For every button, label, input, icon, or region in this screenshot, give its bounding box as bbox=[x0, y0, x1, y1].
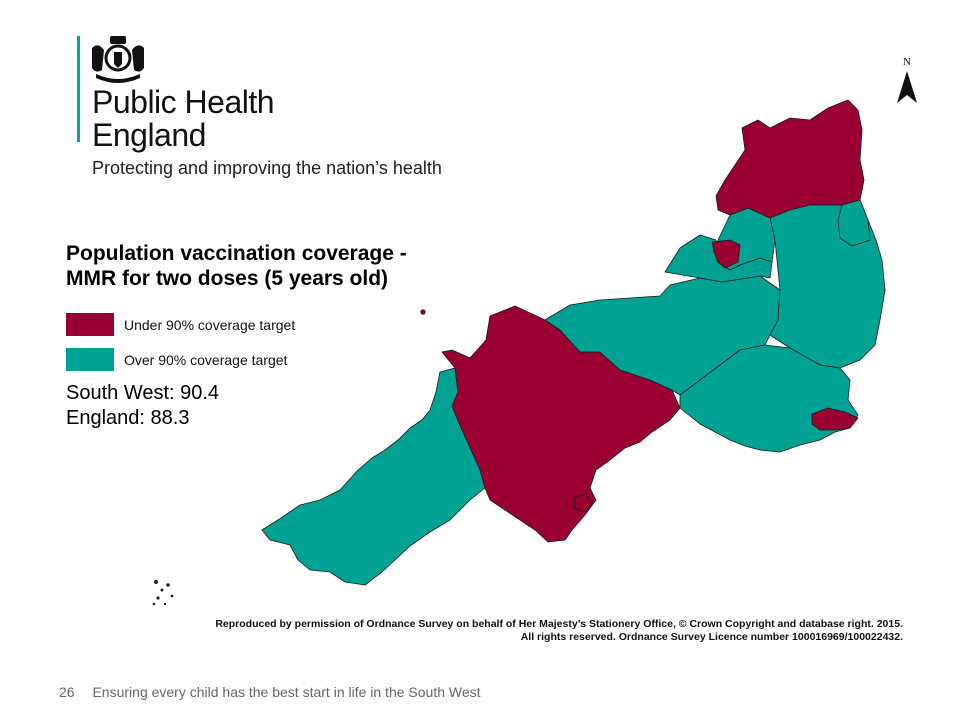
map-region-cornwall bbox=[261, 367, 486, 586]
legend-swatch-under-target bbox=[66, 313, 114, 336]
copyright-credit: Reproduced by permission of Ordnance Sur… bbox=[215, 618, 903, 644]
legend-item-under-target: Under 90% coverage target bbox=[66, 307, 295, 342]
map-region-lundy bbox=[420, 309, 426, 315]
map-legend: Under 90% coverage target Over 90% cover… bbox=[66, 307, 295, 377]
legend-label-under-target: Under 90% coverage target bbox=[124, 316, 296, 333]
map-region-devon bbox=[441, 305, 681, 543]
page-title-line2: MMR for two doses (5 years old) bbox=[66, 267, 389, 290]
map-region-somerset bbox=[544, 275, 781, 396]
page-title-line1: Population vaccination coverage - bbox=[66, 242, 407, 265]
map-region-bournemouth-poole bbox=[811, 407, 859, 431]
copyright-credit-line1: Reproduced by permission of Ordnance Sur… bbox=[215, 618, 903, 630]
map-region-isles-of-scilly bbox=[152, 580, 174, 606]
footer-text: Ensuring every child has the best start … bbox=[92, 684, 481, 700]
map-region-swindon bbox=[837, 199, 871, 247]
map-region-torbay bbox=[573, 493, 593, 513]
coverage-stats: South West: 90.4 England: 88.3 bbox=[66, 381, 219, 431]
north-label: N bbox=[903, 56, 911, 68]
legend-swatch-over-target bbox=[66, 348, 114, 371]
south-west-map bbox=[152, 99, 886, 606]
page-footer: 26 Ensuring every child has the best sta… bbox=[59, 684, 481, 700]
organisation-tagline: Protecting and improving the nation’s he… bbox=[92, 158, 442, 178]
royal-crest-icon bbox=[92, 36, 144, 83]
legend-label-over-target: Over 90% coverage target bbox=[124, 351, 288, 368]
organisation-name: Public Health England bbox=[92, 84, 275, 153]
page-title: Population vaccination coverage - MMR fo… bbox=[66, 241, 466, 291]
organisation-name-line2: England bbox=[92, 117, 206, 153]
organisation-name-line1: Public Health bbox=[92, 84, 275, 120]
copyright-credit-line2: All rights reserved. Ordnance Survey Lic… bbox=[520, 631, 903, 643]
stat-england: England: 88.3 bbox=[66, 407, 190, 429]
map-region-bristol bbox=[711, 239, 741, 269]
page-number: 26 bbox=[59, 684, 75, 700]
logo-accent-bar bbox=[77, 36, 80, 142]
north-arrow-icon: N bbox=[897, 56, 917, 103]
map-region-gloucestershire bbox=[715, 99, 865, 219]
legend-item-over-target: Over 90% coverage target bbox=[66, 342, 295, 377]
stat-south-west: South West: 90.4 bbox=[66, 382, 220, 404]
